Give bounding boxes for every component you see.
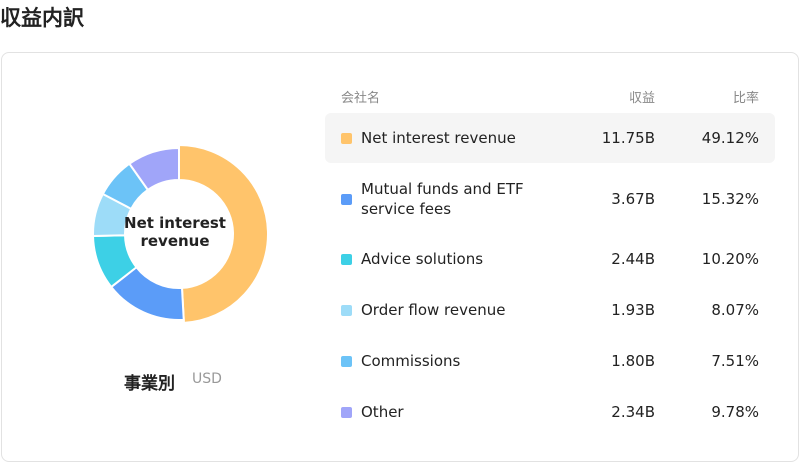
row-ratio: 10.20%: [701, 250, 759, 268]
unit: USD: [192, 371, 222, 387]
column-header: 比率: [732, 91, 759, 106]
donut-chart: [91, 143, 269, 324]
legend-swatch: [341, 305, 352, 316]
row-ratio: 8.07%: [711, 301, 759, 319]
legend-swatch: [341, 133, 352, 144]
row-revenue: 2.34B: [611, 403, 655, 421]
chart-subtitle: 事業別: [124, 374, 175, 394]
legend-swatch: [341, 194, 352, 205]
row-highlight: [325, 113, 775, 163]
row-ratio: 9.78%: [711, 403, 759, 421]
legend-swatch: [341, 407, 352, 418]
row-name: Advice solutions: [361, 250, 484, 268]
row-revenue: 2.44B: [611, 250, 655, 268]
row-ratio: 15.32%: [701, 190, 759, 208]
row-revenue: 1.80B: [611, 352, 655, 370]
row-name: Commissions: [361, 352, 461, 370]
donut-segment: [178, 143, 269, 324]
row-ratio: 7.51%: [711, 352, 759, 370]
page-title: 収益内訳: [0, 6, 84, 30]
legend-swatch: [341, 356, 352, 367]
card: [1, 52, 799, 462]
column-header: 収益: [628, 91, 655, 106]
row-revenue: 3.67B: [611, 190, 655, 208]
row-ratio: 49.12%: [701, 129, 759, 147]
row-name: Other: [361, 403, 404, 421]
row-revenue: 1.93B: [611, 301, 655, 319]
row-name: Mutual funds and ETF service fees: [361, 180, 524, 218]
center-label: Net interest revenue: [124, 214, 226, 250]
column-header: 会社名: [341, 91, 381, 106]
row-name: Net interest revenue: [361, 129, 516, 147]
row-name: Order flow revenue: [361, 301, 506, 319]
row-revenue: 11.75B: [601, 129, 655, 147]
donut-segment: [128, 146, 180, 192]
legend-swatch: [341, 254, 352, 265]
